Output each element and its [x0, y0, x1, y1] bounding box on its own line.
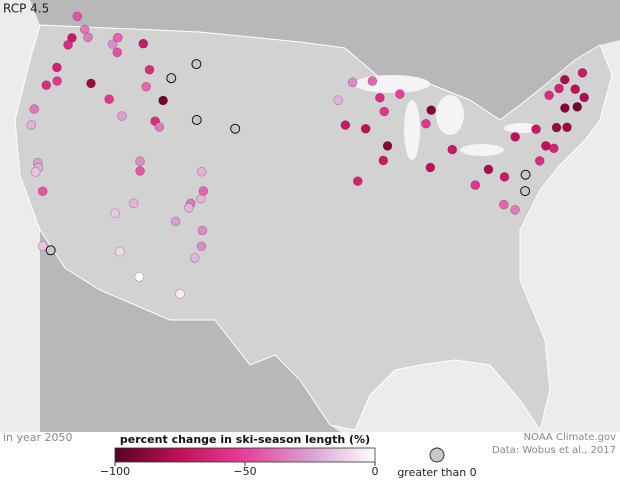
great-lakes	[354, 75, 540, 160]
ski-site	[549, 143, 559, 154]
ski-site	[41, 80, 52, 90]
ski-site	[470, 180, 481, 190]
ski-site	[520, 169, 531, 180]
ski-site	[551, 122, 562, 133]
ski-site	[191, 114, 202, 125]
us-land	[14, 24, 613, 432]
ski-site	[426, 105, 437, 115]
ski-site	[184, 203, 194, 213]
ski-site	[483, 164, 494, 175]
legend-title: percent change in ski-season length (%)	[120, 433, 370, 446]
ski-site	[79, 24, 90, 35]
ski-site	[113, 32, 123, 43]
ski-site	[189, 253, 200, 263]
ski-site	[112, 47, 123, 58]
ski-site	[154, 122, 165, 132]
ski-site	[114, 246, 125, 257]
ski-site	[45, 245, 56, 256]
ski-site	[347, 77, 358, 88]
ski-site	[510, 205, 520, 215]
ski-site	[63, 40, 73, 50]
ski-site	[382, 141, 393, 151]
ski-site	[26, 120, 37, 130]
ski-site	[110, 208, 120, 219]
ski-site	[83, 32, 93, 43]
legend-tick-label: 0	[372, 465, 379, 478]
ski-site	[562, 122, 572, 133]
ski-site	[541, 141, 551, 151]
ski-site	[128, 198, 139, 209]
ski-site	[577, 68, 588, 78]
ski-site	[30, 167, 41, 177]
ski-site	[560, 103, 570, 113]
ski-site	[107, 39, 118, 50]
ski-site	[570, 84, 580, 94]
credit: Data: Wobus et al., 2017	[492, 445, 616, 456]
ski-site	[425, 162, 436, 173]
legend-tick-label: −100	[100, 465, 130, 478]
ski-site	[499, 172, 510, 182]
ski-site	[52, 62, 62, 73]
ski-site	[544, 90, 554, 101]
map-subtitle: in year 2050	[3, 431, 73, 444]
ski-site	[37, 241, 48, 251]
mexico	[40, 230, 340, 432]
ski-site	[117, 111, 127, 121]
ski-site	[367, 76, 378, 86]
ski-site	[499, 199, 509, 210]
ski-site	[158, 95, 168, 106]
ski-site	[520, 186, 531, 197]
ski-site	[197, 225, 208, 236]
ski-site	[135, 156, 145, 167]
ski-site	[37, 186, 48, 197]
ski-site	[447, 144, 458, 155]
positive-label: greater than 0	[397, 466, 476, 479]
ski-site	[531, 124, 541, 134]
ski-site	[375, 92, 385, 103]
ski-site	[340, 120, 351, 130]
ski-site	[196, 241, 207, 252]
positive-swatch	[429, 447, 445, 463]
ski-site	[352, 176, 363, 186]
ski-site	[554, 83, 564, 94]
ski-site	[135, 166, 145, 176]
ski-site	[378, 155, 389, 166]
ski-site	[141, 81, 152, 92]
ski-site	[196, 166, 207, 177]
ski-site	[134, 272, 145, 282]
ski-site	[560, 74, 570, 85]
ski-site	[198, 186, 209, 196]
ski-site	[72, 11, 83, 22]
ski-site	[230, 123, 241, 134]
ski-site	[379, 106, 390, 117]
ski-site	[86, 78, 96, 89]
ski-site	[67, 33, 77, 43]
ski-site	[191, 59, 202, 70]
ski-site	[175, 289, 185, 299]
ski-site	[104, 94, 114, 104]
ski-site	[572, 102, 583, 112]
map-title: RCP 4.5	[3, 2, 49, 16]
credit: NOAA Climate.gov	[524, 432, 616, 443]
ski-site	[395, 89, 405, 99]
ski-site	[170, 216, 181, 227]
color-bar	[114, 447, 376, 463]
ski-site	[360, 123, 371, 134]
ski-site	[333, 95, 344, 106]
ski-site	[144, 64, 155, 75]
site-layer	[26, 11, 589, 299]
ski-site	[421, 118, 431, 129]
ski-site	[52, 76, 62, 86]
ski-site	[534, 156, 545, 166]
ski-site	[510, 132, 520, 142]
legend-tick-label: −50	[233, 465, 256, 478]
ski-site	[29, 104, 39, 114]
ski-site	[138, 38, 149, 49]
ski-site	[579, 92, 589, 103]
ski-site	[166, 73, 177, 84]
